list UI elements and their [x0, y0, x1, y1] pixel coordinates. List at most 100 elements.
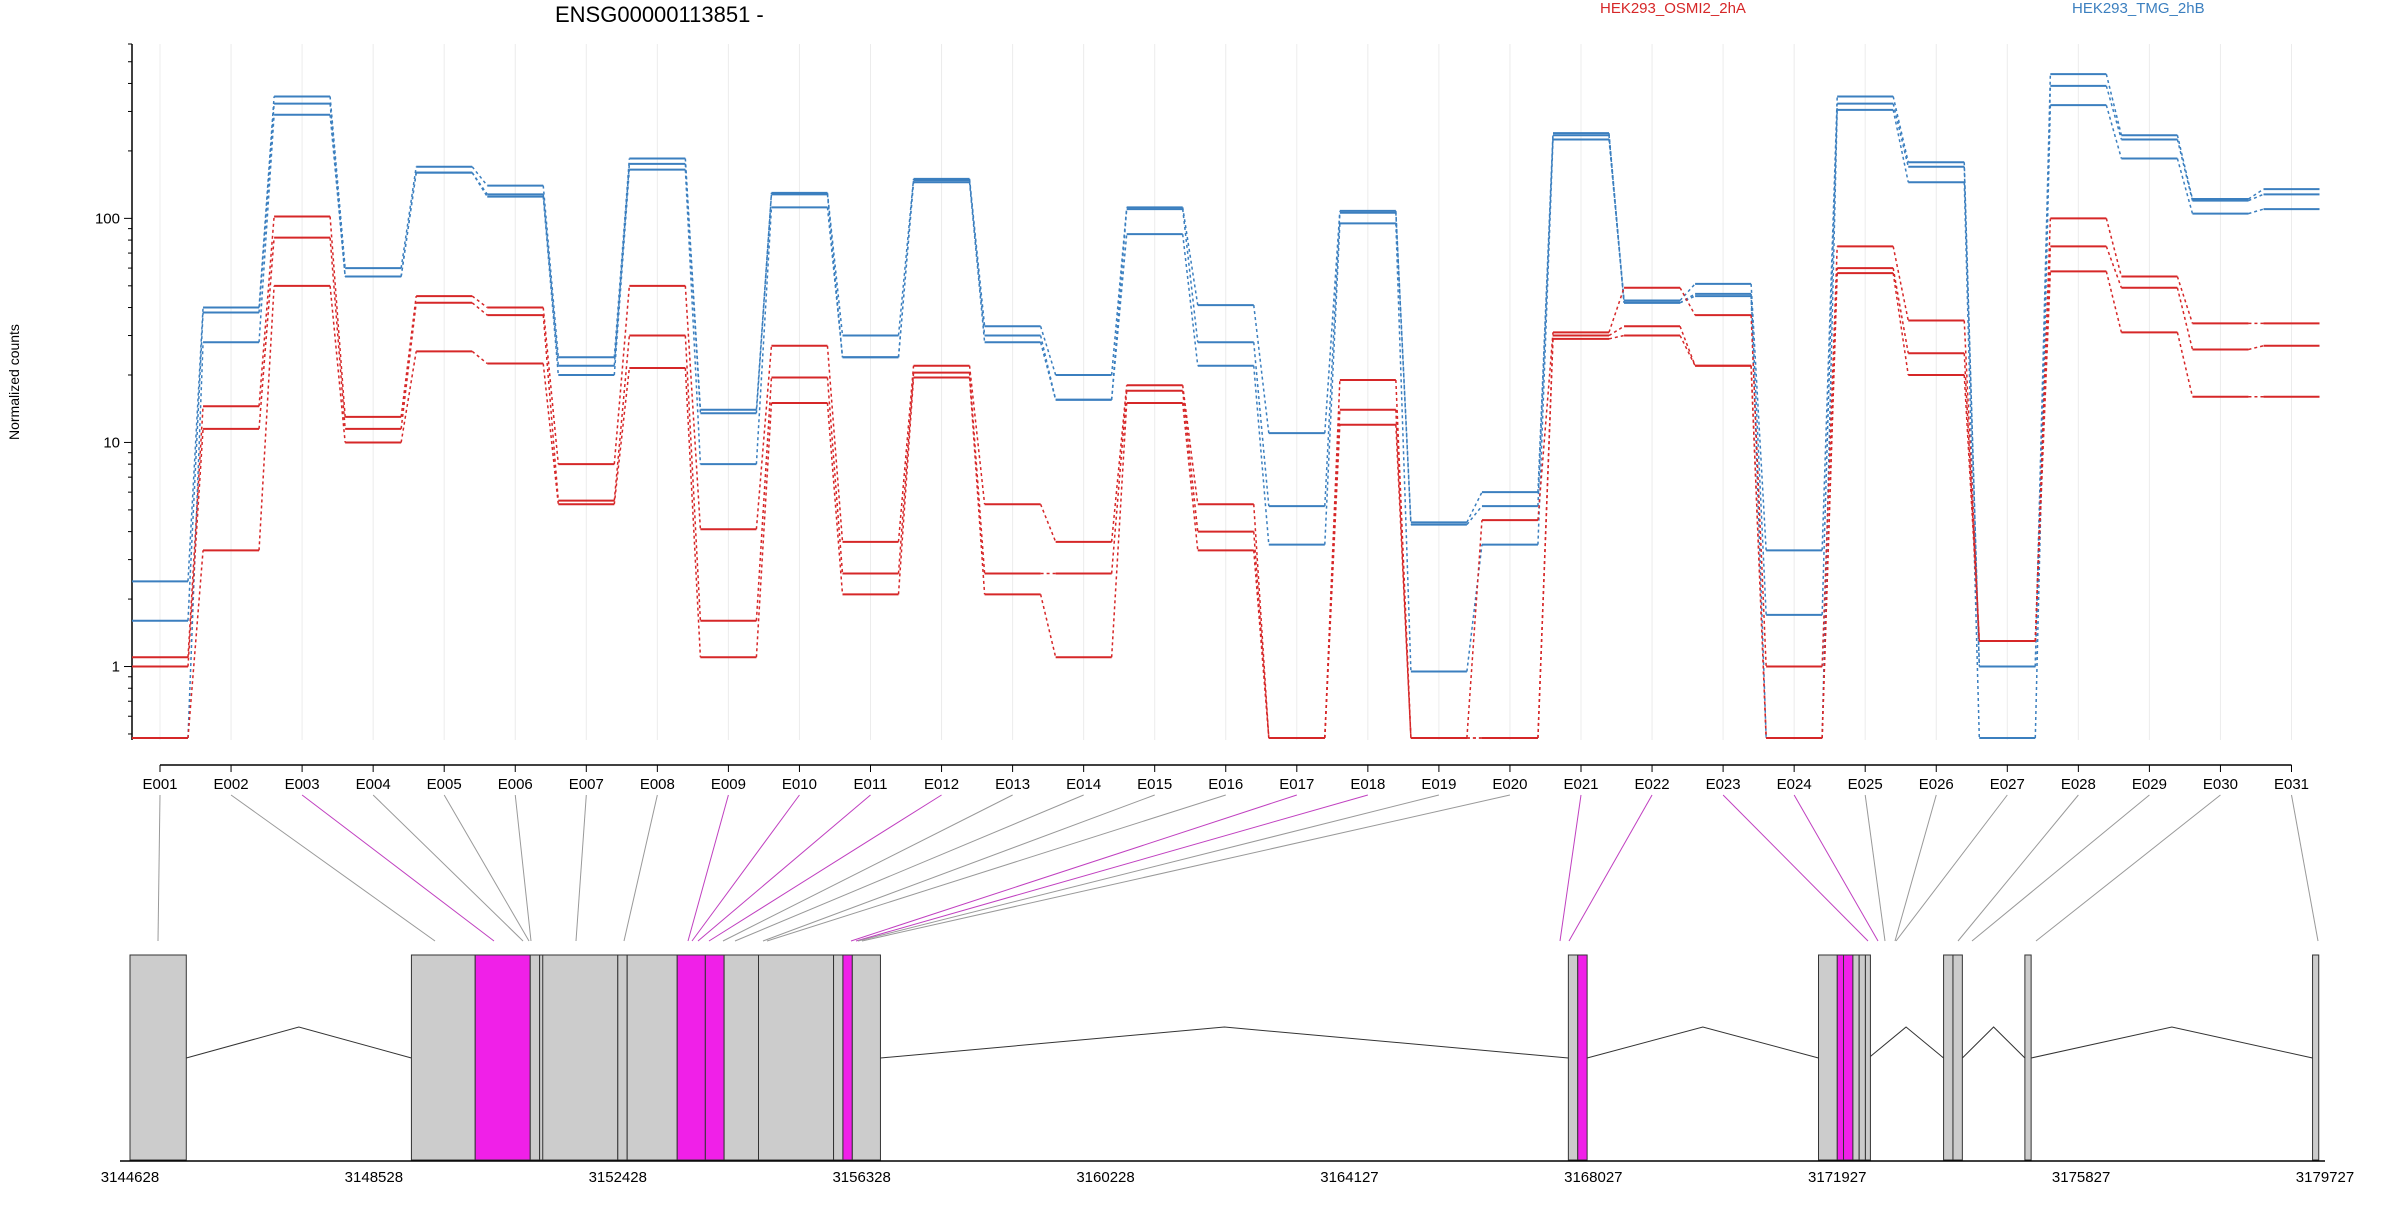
exon-transition [2248, 345, 2264, 351]
exon-transition [755, 207, 773, 465]
exon-transition [1181, 385, 1199, 505]
exon-transition [258, 216, 275, 407]
genome-tick-label: 3171927 [1808, 1169, 1866, 1186]
exon-transition [400, 172, 417, 277]
highlighted-exon-segment [704, 954, 725, 1161]
connector-E002 [230, 794, 436, 942]
exon-transition [2105, 104, 2123, 159]
connector-E013 [722, 794, 1013, 942]
connector-E031 [2291, 794, 2319, 942]
y-tick-label: 1 [112, 659, 120, 676]
exon-label-E030: E030 [2203, 776, 2238, 793]
exon-transition [968, 377, 986, 595]
intron [880, 1026, 1569, 1059]
exon-transition [1395, 424, 1412, 738]
y-tick-label: 100 [95, 210, 120, 227]
exon-transition [329, 285, 346, 443]
exon-transition [329, 103, 346, 277]
highlighted-exon-segment [1843, 954, 1854, 1161]
legend-label-tmg: HEK293_TMG_2hB [2072, 0, 2205, 17]
exon-transition [1039, 342, 1057, 400]
exon-segment [851, 954, 881, 1161]
connector-E006 [514, 794, 532, 942]
connector-E005 [443, 794, 530, 942]
exon-transition [471, 302, 488, 316]
exon-segment [626, 954, 678, 1161]
connector-E015 [762, 794, 1155, 942]
exon-transition [1821, 103, 1838, 615]
exon-transition [1395, 212, 1412, 525]
intron [2031, 1026, 2313, 1059]
exon-transition [755, 377, 773, 621]
exon-transition [1537, 139, 1554, 545]
exon-transition [1395, 409, 1412, 738]
exon-transition [2105, 246, 2123, 289]
connector-E014 [734, 794, 1084, 942]
connector-E026 [1894, 794, 1937, 942]
exon-transition [755, 192, 773, 410]
highlighted-exon-segment [842, 954, 853, 1161]
exon-label-E007: E007 [569, 776, 604, 793]
exon-transition [258, 103, 275, 313]
exon-transition [1039, 326, 1057, 376]
exon-transition [1110, 209, 1128, 400]
legend-label-osmi2: HEK293_OSMI2_2hA [1600, 0, 1746, 17]
exon-transition [1892, 103, 1909, 167]
connector-E027 [1895, 794, 2008, 942]
exon-transition [400, 166, 417, 269]
highlighted-exon-segment [474, 954, 531, 1161]
exon-transition [2248, 193, 2264, 202]
connector-E003 [301, 794, 495, 942]
exon-label-E014: E014 [1066, 776, 1101, 793]
genome-tick-label: 3156328 [832, 1169, 890, 1186]
exon-transition [897, 178, 915, 336]
exon-transition [1324, 212, 1341, 507]
connector-E020 [861, 794, 1511, 942]
exon-label-E008: E008 [640, 776, 675, 793]
exon-transition [1963, 374, 1981, 642]
exon-transition [2176, 276, 2194, 324]
connector-E022 [1568, 794, 1653, 942]
exon-transition [1537, 338, 1554, 738]
genome-tick-label: 3144628 [101, 1169, 159, 1186]
connector-E004 [372, 794, 524, 942]
exon-transition [471, 295, 488, 309]
exon-transition [1253, 365, 1270, 545]
exon-transition [1892, 109, 1909, 183]
exon-segment [542, 954, 619, 1161]
exon-transition [187, 550, 204, 739]
exon-label-E029: E029 [2132, 776, 2167, 793]
connector-E018 [855, 794, 1368, 942]
exon-transition [613, 169, 631, 376]
exon-label-E009: E009 [711, 776, 746, 793]
gene-model [129, 954, 2320, 1161]
exon-transition [2176, 332, 2194, 397]
exon-segment [723, 954, 760, 1161]
exon-transition [897, 377, 915, 595]
exon-transition [1608, 287, 1625, 333]
exon-transition [1324, 379, 1341, 738]
exon-label-E002: E002 [214, 776, 249, 793]
series-5 [132, 270, 2320, 739]
exon-transition [1110, 234, 1128, 400]
exon-segment [1858, 954, 1866, 1161]
exon-transition [897, 365, 915, 542]
exon-transition [1892, 267, 1909, 354]
exon-transition [1324, 424, 1341, 738]
exon-segment [2312, 954, 2320, 1161]
exon-transition [329, 237, 346, 429]
exon-label-E001: E001 [142, 776, 177, 793]
genome-axis: 3144628 3148528 3152428 3156328 3160228 31641… [101, 1160, 2354, 1186]
exon-transition [1039, 503, 1057, 543]
exon-transition [1821, 96, 1838, 551]
exon-transition [2034, 85, 2052, 667]
exon-label-E010: E010 [782, 776, 817, 793]
exon-label-E006: E006 [498, 776, 533, 793]
exon-transition [826, 345, 844, 542]
exon-transition [1608, 334, 1625, 340]
exon-transition [2176, 287, 2194, 350]
exon-transition [1253, 550, 1270, 739]
intron [1961, 1026, 2026, 1059]
connector-E028 [1957, 794, 2079, 942]
exon-transition [1750, 283, 1767, 551]
